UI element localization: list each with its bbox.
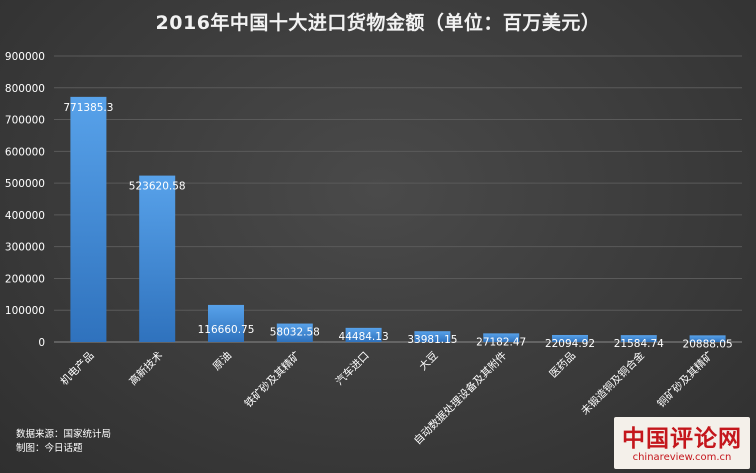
- data-label: 20888.05: [683, 338, 733, 350]
- y-tick-label: 700000: [5, 115, 45, 127]
- y-axis-ticks: 0 100000 200000 300000 400000 500000 600000 700…: [5, 51, 45, 349]
- y-tick-label: 0: [38, 337, 45, 349]
- data-label: 58032.58: [270, 327, 320, 339]
- data-label: 27182.47: [476, 336, 526, 348]
- y-tick-label: 600000: [5, 146, 45, 158]
- y-tick-label: 400000: [5, 210, 45, 222]
- x-tick-label: 机电产品: [58, 349, 97, 388]
- bar: [276, 323, 313, 342]
- data-label: 21584.74: [614, 338, 664, 350]
- x-tick-label: 高新技术: [126, 349, 165, 388]
- bar: [552, 334, 588, 342]
- bar: [620, 335, 657, 342]
- x-tick-label: 汽车进口: [333, 349, 372, 388]
- y-tick-label: 500000: [5, 178, 45, 190]
- bar: [208, 304, 244, 342]
- data-label: 771385.3: [63, 102, 113, 114]
- x-tick-label: 大豆: [416, 349, 440, 373]
- data-label: 22094.92: [545, 338, 595, 350]
- watermark-url: chinareview.com.cn: [632, 452, 732, 463]
- y-tick-label: 200000: [5, 273, 45, 285]
- x-tick-label: 铁矿砂及其精矿: [242, 349, 303, 410]
- grid-lines: [54, 55, 742, 343]
- data-label: 523620.58: [129, 181, 186, 193]
- x-tick-label: 铜矿砂及其精矿: [655, 349, 716, 410]
- bar: [414, 331, 451, 342]
- bar: [345, 327, 382, 342]
- x-tick-label: 未锻造铜及铜合金: [578, 349, 647, 418]
- bars: [70, 96, 726, 342]
- made-by-text: 制图：今日话题: [16, 443, 83, 454]
- y-tick-label: 100000: [5, 305, 45, 317]
- bar: [483, 333, 520, 342]
- y-tick-label: 300000: [5, 242, 45, 254]
- chart-title: 2016年中国十大进口货物金额（单位：百万美元）: [155, 12, 601, 34]
- data-source-text: 数据来源：国家统计局: [16, 429, 112, 440]
- watermark-logo: 中国评论网 chinareview.com.cn: [614, 417, 750, 469]
- x-tick-label: 原油: [210, 349, 234, 373]
- y-tick-label: 900000: [5, 51, 45, 63]
- data-label: 116660.75: [198, 324, 255, 336]
- y-tick-label: 800000: [5, 83, 45, 95]
- data-labels: 771385.3 523620.58 116660.75 58032.58 44484.…: [63, 102, 732, 350]
- watermark-logo-text: 中国评论网: [622, 425, 742, 452]
- bar: [689, 335, 726, 342]
- bar: [70, 96, 107, 342]
- data-label: 33981.15: [407, 334, 457, 346]
- x-tick-label: 医药品: [547, 350, 578, 381]
- bar: [139, 175, 176, 342]
- source-note: 数据来源：国家统计局 制图：今日话题: [16, 428, 111, 456]
- data-label: 44484.13: [339, 331, 389, 343]
